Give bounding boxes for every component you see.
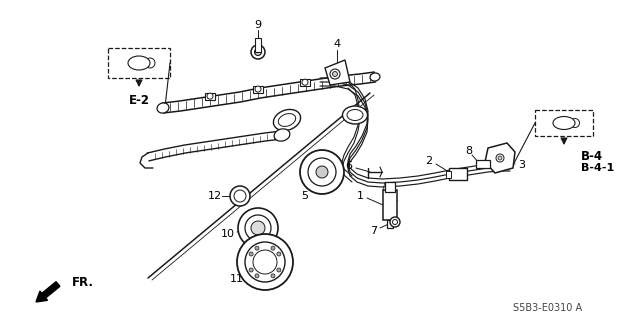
Ellipse shape xyxy=(347,109,363,121)
Text: S5B3-E0310 A: S5B3-E0310 A xyxy=(513,303,582,313)
Text: 3: 3 xyxy=(518,160,525,170)
Text: 2: 2 xyxy=(426,156,433,166)
Circle shape xyxy=(234,190,246,202)
Circle shape xyxy=(390,217,400,227)
Polygon shape xyxy=(325,60,350,85)
Bar xyxy=(205,93,215,100)
Bar xyxy=(253,86,263,93)
Text: 12: 12 xyxy=(208,191,222,201)
Circle shape xyxy=(249,252,253,256)
Bar xyxy=(387,220,393,228)
Circle shape xyxy=(302,79,308,85)
Circle shape xyxy=(251,221,265,235)
Text: B-4: B-4 xyxy=(581,151,603,164)
Text: 9: 9 xyxy=(255,20,262,30)
Bar xyxy=(535,110,593,136)
Circle shape xyxy=(255,48,262,56)
Circle shape xyxy=(300,150,344,194)
Text: 11: 11 xyxy=(230,274,244,284)
Ellipse shape xyxy=(157,103,169,113)
Ellipse shape xyxy=(342,106,367,124)
Bar xyxy=(255,38,261,52)
Circle shape xyxy=(277,252,281,256)
Circle shape xyxy=(253,250,277,274)
Circle shape xyxy=(330,69,340,79)
Bar xyxy=(300,79,310,86)
Circle shape xyxy=(392,219,397,225)
Circle shape xyxy=(255,86,261,92)
Text: E-2: E-2 xyxy=(129,93,150,107)
Circle shape xyxy=(145,58,155,68)
Bar xyxy=(476,160,490,168)
Circle shape xyxy=(245,242,285,282)
Circle shape xyxy=(277,268,281,272)
Ellipse shape xyxy=(370,73,380,81)
Circle shape xyxy=(316,166,328,178)
Circle shape xyxy=(308,158,336,186)
Text: 7: 7 xyxy=(371,226,378,236)
Bar xyxy=(385,182,395,192)
Polygon shape xyxy=(485,143,515,173)
Bar xyxy=(383,190,397,220)
Circle shape xyxy=(333,71,337,77)
Ellipse shape xyxy=(273,109,301,130)
Circle shape xyxy=(249,268,253,272)
Text: 5: 5 xyxy=(301,191,308,201)
Circle shape xyxy=(255,274,259,278)
Circle shape xyxy=(498,156,502,160)
Circle shape xyxy=(237,234,293,290)
Bar xyxy=(446,171,451,178)
FancyArrow shape xyxy=(36,282,60,302)
Circle shape xyxy=(251,45,265,59)
Circle shape xyxy=(271,246,275,250)
Circle shape xyxy=(207,93,213,99)
Bar xyxy=(108,48,170,78)
Ellipse shape xyxy=(274,129,290,141)
Text: 8: 8 xyxy=(465,146,472,156)
Circle shape xyxy=(570,118,579,128)
Circle shape xyxy=(238,208,278,248)
Text: 1: 1 xyxy=(356,191,364,201)
Circle shape xyxy=(230,186,250,206)
Text: 6: 6 xyxy=(346,161,353,171)
Text: 10: 10 xyxy=(221,229,235,239)
Text: FR.: FR. xyxy=(72,276,94,288)
Bar xyxy=(449,168,467,180)
Circle shape xyxy=(245,215,271,241)
Circle shape xyxy=(255,246,259,250)
Text: 4: 4 xyxy=(333,39,340,49)
Ellipse shape xyxy=(553,116,575,130)
Ellipse shape xyxy=(278,114,296,126)
Circle shape xyxy=(271,274,275,278)
Text: B-4-1: B-4-1 xyxy=(581,163,614,173)
Ellipse shape xyxy=(128,56,150,70)
Circle shape xyxy=(496,154,504,162)
